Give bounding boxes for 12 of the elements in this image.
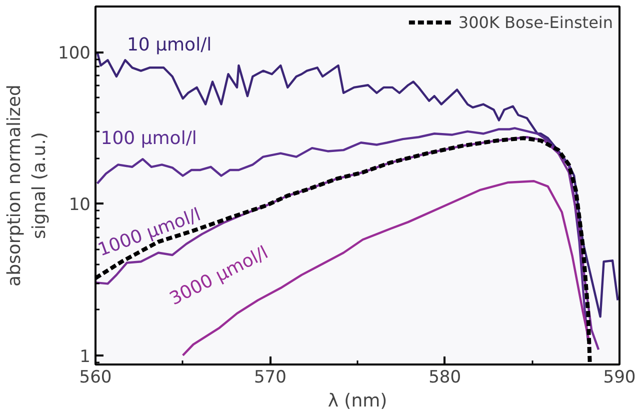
- series-label: 100 µmol/l: [100, 128, 197, 149]
- legend-label: 300K Bose-Einstein: [458, 12, 613, 32]
- x-tick-label: 580: [428, 368, 462, 388]
- y-tick-label: 100: [58, 44, 91, 64]
- y-tick-label: 10: [68, 195, 91, 216]
- series-label: 10 µmol/l: [126, 34, 212, 56]
- x-tick-label: 590: [603, 368, 636, 388]
- y-tick-label: 1: [80, 346, 91, 367]
- x-axis-title: λ (nm): [328, 390, 388, 412]
- y-axis-title: absorption normalized signal (a.u.): [4, 84, 50, 286]
- x-tick-label: 560: [79, 368, 112, 388]
- x-tick-label: 570: [254, 368, 286, 388]
